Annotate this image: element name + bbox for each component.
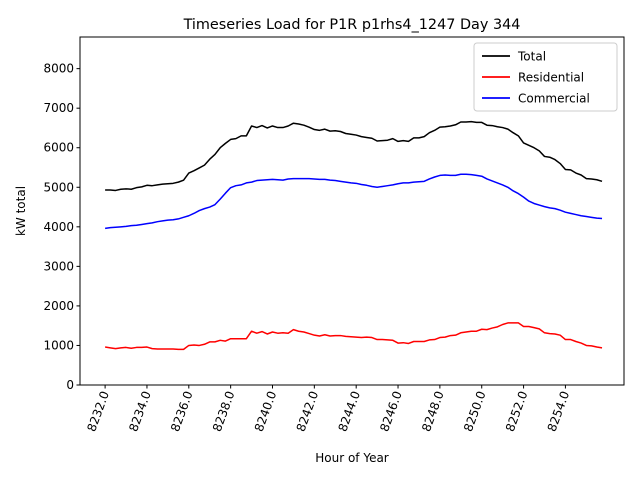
legend-label-total: Total <box>517 50 546 64</box>
y-axis-label: kW total <box>14 186 28 236</box>
y-tick-label: 6000 <box>43 141 74 155</box>
y-tick-label: 3000 <box>43 259 74 273</box>
legend-label-commercial: Commercial <box>518 92 590 106</box>
y-tick-label: 8000 <box>43 62 74 76</box>
x-axis-label: Hour of Year <box>315 451 389 465</box>
y-tick-label: 2000 <box>43 299 74 313</box>
series-line-total <box>105 120 603 192</box>
y-tick-label: 4000 <box>43 220 74 234</box>
legend-label-residential: Residential <box>518 71 584 85</box>
y-tick-label: 1000 <box>43 338 74 352</box>
plot-frame <box>79 36 625 386</box>
legend: Total Residential Commercial <box>473 42 618 112</box>
y-tick-label: 7000 <box>43 101 74 115</box>
series-line-residential <box>104 322 603 351</box>
series-layer <box>104 120 603 351</box>
y-tick-label: 5000 <box>43 180 74 194</box>
legend-box <box>473 42 618 112</box>
series-line-commercial <box>104 173 603 230</box>
y-axis-ticks: 0 1000 2000 3000 4000 5000 6000 7000 8000 <box>43 62 80 392</box>
y-tick-label: 0 <box>66 378 74 392</box>
chart-title: Timeseries Load for P1R p1rhs4_1247 Day … <box>183 17 521 33</box>
